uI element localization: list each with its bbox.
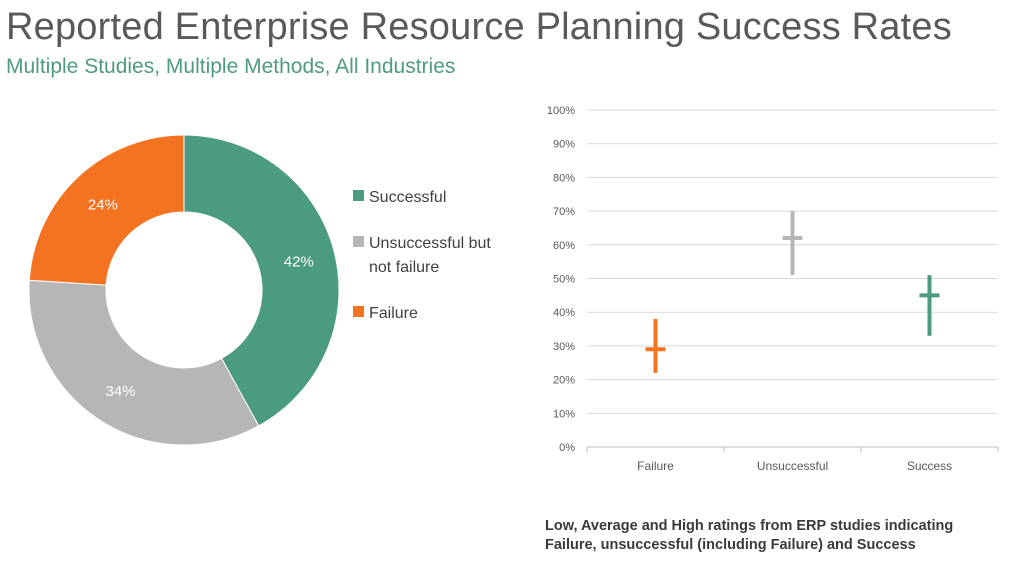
- legend-label-unsuccessful-but-not-failure: not failure: [369, 259, 439, 276]
- y-tick-label: 10%: [553, 408, 575, 420]
- legend-swatch-unsuccessful-but-not-failure: [353, 236, 364, 247]
- y-tick-label: 50%: [553, 274, 575, 286]
- x-tick-label-failure: Failure: [637, 459, 674, 473]
- donut-data-label-unsuccessful-but-not-failure: 34%: [105, 383, 135, 400]
- y-tick-label: 80%: [553, 172, 575, 184]
- legend-swatch-failure: [353, 306, 364, 317]
- caption-line-2: Failure, unsuccessful (including Failure…: [545, 537, 916, 553]
- legend-swatch-successful: [353, 190, 364, 201]
- y-tick-label: 40%: [553, 307, 575, 319]
- donut-chart: 42% 34% 24%: [28, 134, 340, 446]
- y-tick-label: 20%: [553, 375, 575, 387]
- donut-data-label-successful: 42%: [284, 254, 314, 271]
- y-tick-label: 100%: [547, 105, 575, 117]
- donut-slice-unsuccessful-but-not-failure: [28, 279, 260, 446]
- x-tick-label-success: Success: [907, 459, 952, 473]
- legend-label-successful: Successful: [369, 189, 446, 206]
- legend-label-unsuccessful-but-not-failure: Unsuccessful but: [369, 235, 491, 252]
- legend-label-failure: Failure: [369, 305, 418, 322]
- page-subtitle: Multiple Studies, Multiple Methods, All …: [6, 55, 456, 78]
- x-tick-label-unsuccessful: Unsuccessful: [757, 459, 828, 473]
- page-title: Reported Enterprise Resource Planning Su…: [6, 6, 952, 48]
- donut-slice-successful: [183, 134, 340, 427]
- caption-line-1: Low, Average and High ratings from ERP s…: [545, 518, 954, 534]
- donut-legend: Successful Unsuccessful but not failure Fai…: [353, 189, 491, 322]
- y-tick-label: 90%: [553, 139, 575, 151]
- y-tick-label: 0%: [559, 442, 575, 454]
- chart-caption: Low, Average and High ratings from ERP s…: [545, 517, 1020, 555]
- y-tick-label: 30%: [553, 341, 575, 353]
- high-low-average-chart: 0% 10% 20% 30% 40% 50% 60% 70% 80% 90% 100% Failure…: [547, 105, 999, 473]
- y-tick-label: 70%: [553, 206, 575, 218]
- y-tick-label: 60%: [553, 240, 575, 252]
- donut-data-label-failure: 24%: [88, 197, 118, 214]
- donut-slice-failure: [28, 134, 185, 286]
